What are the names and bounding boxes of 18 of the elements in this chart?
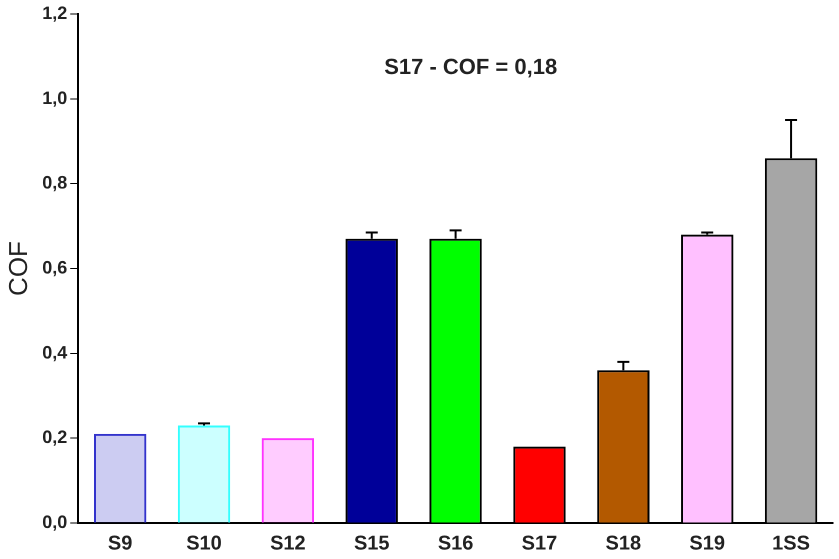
y-tick-label: 0,6 <box>42 257 68 278</box>
x-tick-label: S10 <box>186 532 222 555</box>
x-tick-label: S12 <box>270 532 306 555</box>
y-tick-label: 1,2 <box>42 2 68 23</box>
y-tick-label: 0,0 <box>42 512 68 532</box>
x-tick-label: S19 <box>689 532 725 555</box>
y-tick-label: 0,4 <box>42 342 68 362</box>
x-tick-label: S15 <box>354 532 390 555</box>
y-tick-label: 0,8 <box>42 172 68 193</box>
x-tick-label: S9 <box>108 532 132 555</box>
y-axis-title: COF <box>2 241 33 296</box>
y-tick-label: 0,2 <box>42 427 68 448</box>
x-tick-label: S18 <box>606 532 642 555</box>
annotation: S17 - COF = 0,18 <box>384 54 558 79</box>
x-tick-label: S17 <box>522 532 558 555</box>
x-tick-label: 1SS <box>772 532 810 555</box>
y-tick-label: 1,0 <box>42 88 68 108</box>
x-tick-label: S16 <box>438 532 474 555</box>
